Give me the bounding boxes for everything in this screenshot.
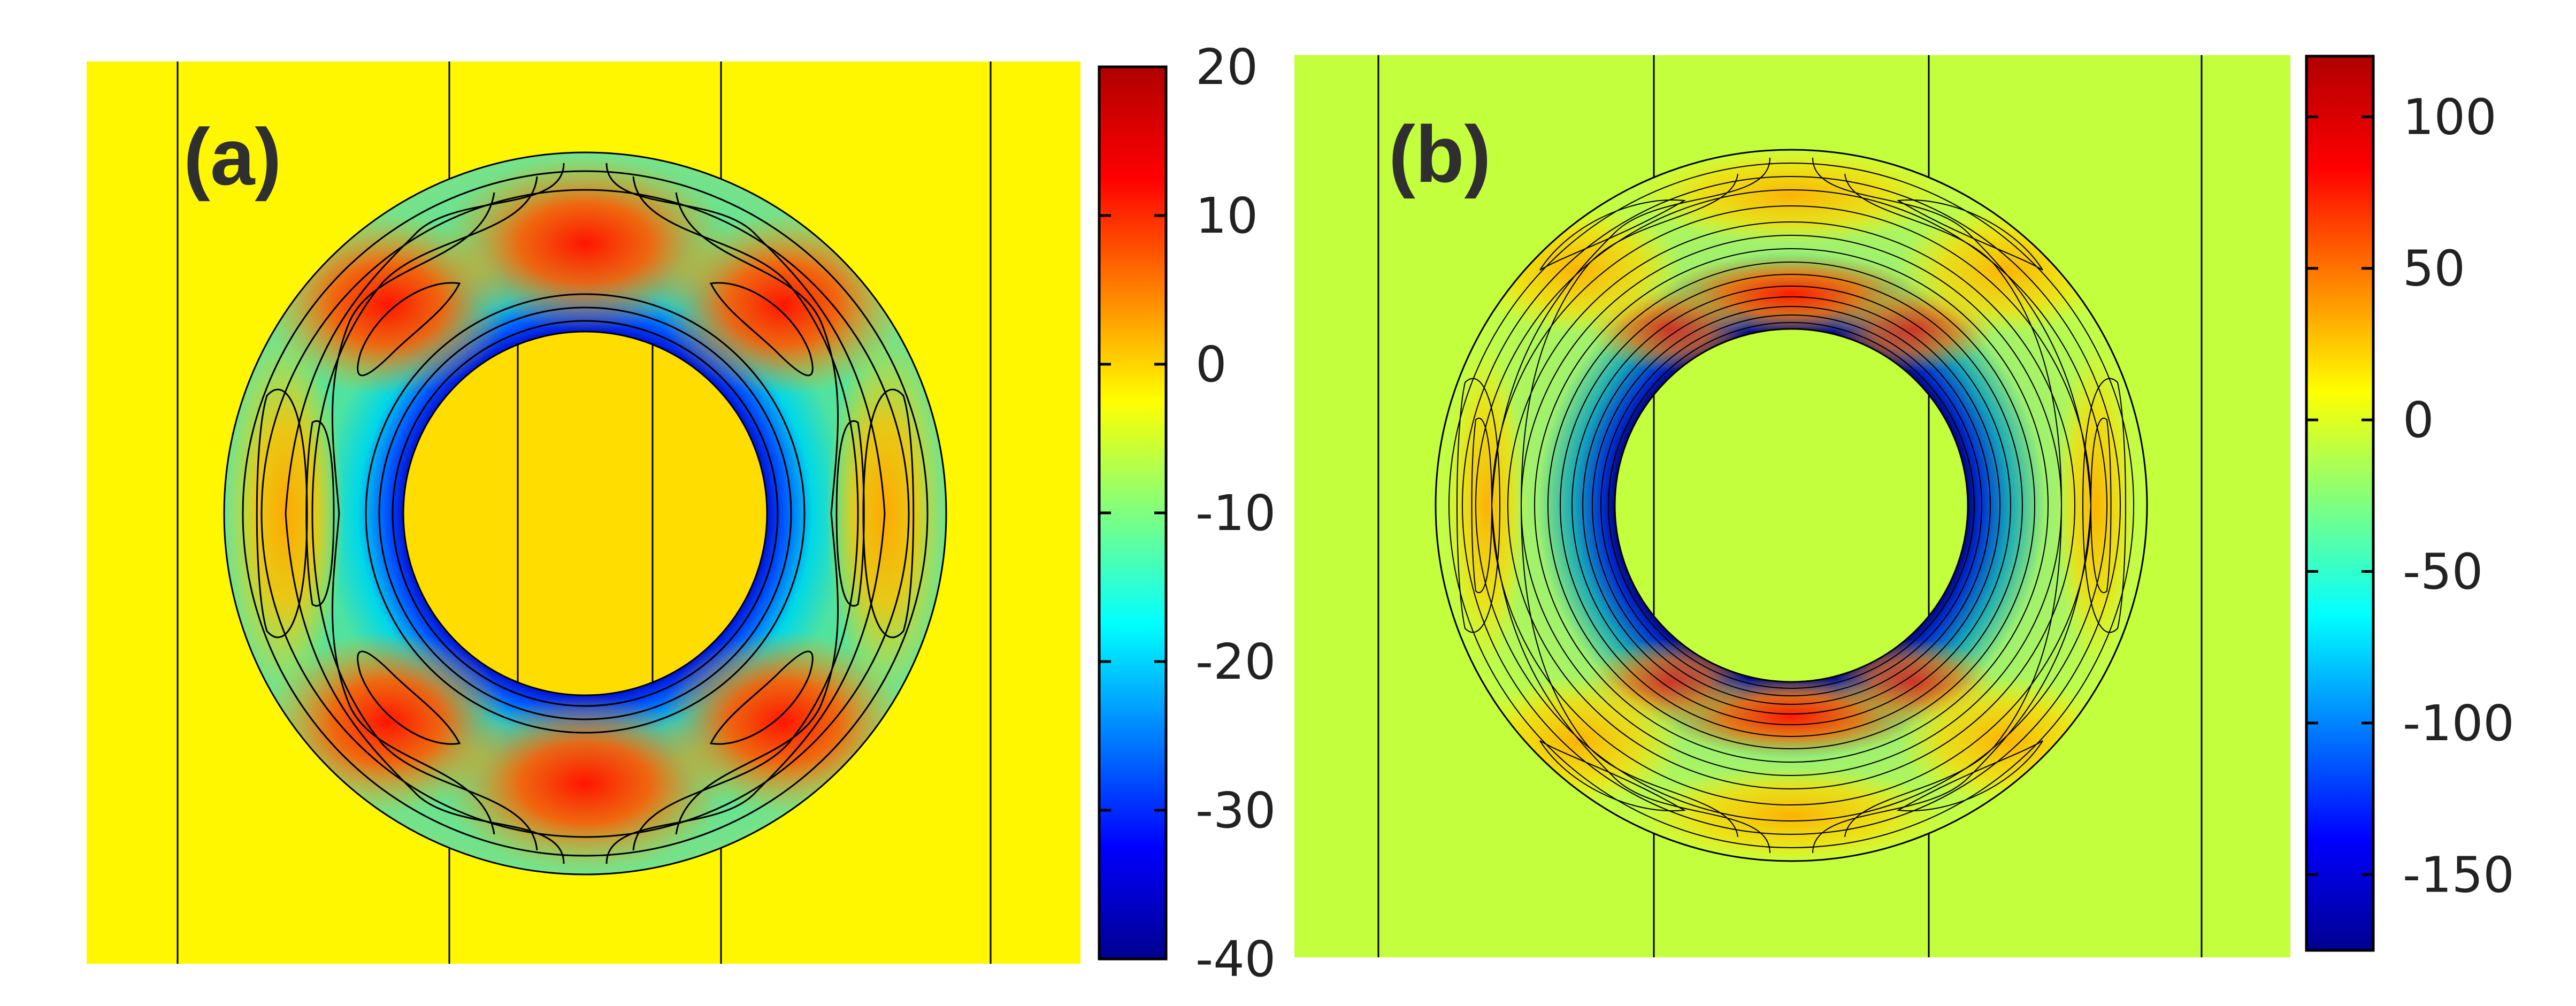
panel-b-inner-field-lines (1653, 395, 1930, 616)
panel-a-colorbar: 20 10 0 -10 -20 -30 -40 (1098, 39, 1276, 988)
panel-a-colorbar-tick-label: -40 (1195, 931, 1276, 988)
panel-a-inner-field-lines (517, 343, 654, 684)
panel-b-colorbar-gradient (2305, 55, 2375, 952)
panel-b-colorbar-tick-label: -100 (2403, 695, 2514, 752)
panel-a-colorbar-tick-label: -20 (1195, 633, 1276, 690)
panel-a-colorbar-tick-label: -10 (1195, 485, 1276, 542)
panel-b-colorbar-tick-label: 50 (2403, 240, 2465, 297)
panel-b-label: (b) (1389, 109, 1491, 199)
panel-b-inner-disk (1614, 328, 1969, 683)
panel-a-colorbar-tick-label: -30 (1195, 782, 1276, 839)
panel-b-annulus (1435, 149, 2148, 862)
panel-b-colorbar: 100 50 0 -50 -100 -150 (2305, 55, 2514, 952)
panel-a-colorbar-tick-label: 10 (1195, 187, 1258, 244)
panel-b-colorbar-tick-label: 100 (2403, 88, 2497, 145)
panel-a-contours (223, 151, 947, 876)
panel-b-colorbar-tick-label: 0 (2403, 391, 2434, 449)
panel-a-label: (a) (183, 112, 281, 202)
panel-b-contours (1435, 149, 2148, 862)
panel-a-colorbar-tick-label: 20 (1195, 39, 1258, 96)
panel-a-colorbar-tick-label: 0 (1195, 336, 1227, 393)
panel-b: (b) 100 50 0 -50 -100 -150 (1294, 55, 2514, 957)
panel-a-annulus (223, 151, 947, 876)
panel-b-colorbar-ticks: 100 50 0 -50 -100 -150 (2306, 88, 2514, 903)
panel-a-inner-disk (402, 331, 768, 696)
panel-a-colorbar-ticks: 20 10 0 -10 -20 -30 -40 (1099, 39, 1276, 988)
panel-b-colorbar-tick-label: -50 (2403, 543, 2483, 601)
panel-b-colorbar-tick-label: -150 (2403, 846, 2514, 903)
panel-a: (a) 20 10 0 -10 -20 -30 -40 (87, 39, 1276, 988)
